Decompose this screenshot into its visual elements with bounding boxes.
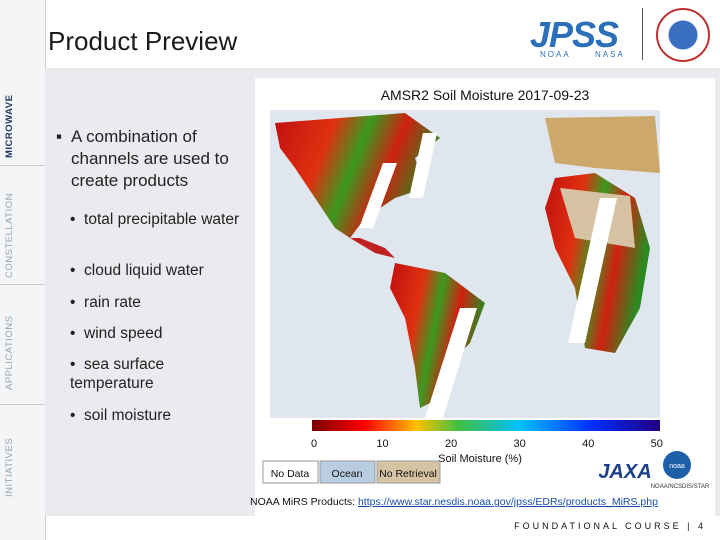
logo: JPSS: [530, 14, 619, 55]
logo-sub: NASA: [595, 50, 625, 59]
tab: INITIATIVES: [4, 438, 15, 497]
bullet: • wind speed: [70, 325, 163, 342]
link[interactable]: https://www.star.nesdis.noaa.gov/jpss/ED…: [357, 496, 658, 508]
north-america: [275, 113, 440, 238]
swath: [425, 308, 477, 418]
colorbar-label: Soil Moisture (%): [438, 453, 522, 465]
legend-box: [262, 460, 319, 484]
colorbar: [312, 420, 660, 431]
bullet-text: sea surface temperature: [70, 356, 165, 392]
title: Product Preview: [48, 26, 238, 56]
legend-box: [376, 460, 441, 484]
bullet: • rain rate: [70, 294, 141, 311]
south-america: [390, 263, 485, 408]
lead: A combination of channels are used to cr…: [71, 127, 229, 190]
lead-text: ▪ A combination of channels are used to c…: [56, 126, 248, 192]
colorbar-tick: 30: [514, 438, 526, 450]
jaxa-logo: JAXA: [598, 461, 651, 483]
divider: [0, 165, 45, 166]
bullet-text: total precipitable water: [84, 211, 240, 228]
noaa-logo: [663, 451, 691, 479]
legend-label: No Retrieval: [379, 468, 437, 480]
colorbar-tick: 10: [376, 438, 388, 450]
noaa-text: noaa: [669, 463, 685, 470]
colorbar-tick: 20: [445, 438, 457, 450]
swath: [409, 133, 437, 198]
europe: [545, 116, 660, 173]
central-america: [350, 238, 395, 258]
bullet: • cloud liquid water: [70, 262, 204, 279]
tab: APPLICATIONS: [4, 316, 15, 390]
logo-sub: NOAA: [540, 50, 571, 59]
bullet-text: rain rate: [84, 294, 141, 311]
colorbar-tick: 50: [651, 438, 663, 450]
swath: [359, 163, 397, 228]
colorbar-tick: 40: [582, 438, 594, 450]
bullet-text: cloud liquid water: [84, 262, 204, 279]
tab: CONSTELLATION: [4, 193, 15, 278]
separator: [642, 8, 643, 60]
source-label: NOAA MiRS Products:: [250, 496, 356, 508]
nws-logo: [656, 8, 710, 62]
figure: AMSR2 Soil Moisture 2017-09-23 0 10 20 30 40…: [255, 78, 715, 516]
swath: [568, 198, 617, 343]
source: NOAA MiRS Products: https://www.star.nes…: [250, 496, 658, 508]
footer: FOUNDATIONAL COURSE | 4: [514, 521, 706, 531]
colorbar-tick: 0: [311, 438, 317, 450]
divider: [0, 404, 45, 405]
tab: MICROWAVE: [4, 95, 15, 158]
figure-title: AMSR2 Soil Moisture 2017-09-23: [381, 87, 590, 103]
legend-box: [319, 460, 376, 484]
credit: NOAA/NCSDIS/STAR: [651, 484, 710, 490]
bullet: • soil moisture: [70, 407, 172, 424]
legend-label: No Data: [271, 468, 310, 480]
bullet-text: soil moisture: [84, 407, 172, 424]
legend-label: Ocean: [332, 468, 363, 480]
divider: [0, 284, 45, 285]
bullet: • sea surface temperature: [70, 356, 165, 392]
bullet: • total precipitable water: [70, 211, 240, 228]
bullet-text: wind speed: [84, 325, 163, 342]
